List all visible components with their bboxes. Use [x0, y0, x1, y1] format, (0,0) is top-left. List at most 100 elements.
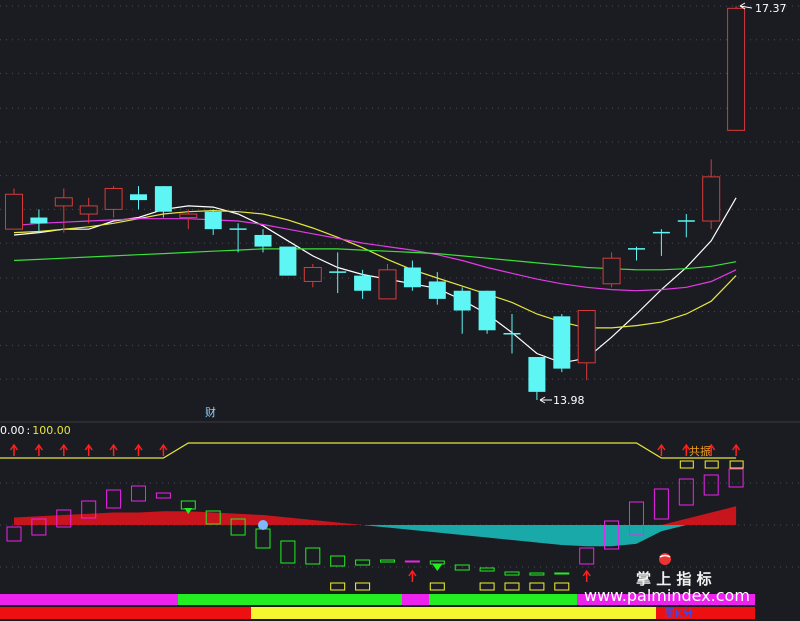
candle-8 [179, 209, 198, 230]
high-annotation: 17.37 [739, 2, 787, 15]
macd-positive-area [14, 506, 737, 525]
bottom-signal-marks [330, 564, 591, 591]
high-arrow-head [739, 2, 746, 10]
bottom-box-6 [529, 582, 545, 591]
resonance-box-1 [679, 460, 694, 469]
indicator-box-3 [56, 509, 72, 528]
candle-body-24 [577, 310, 596, 364]
bottom-box-7 [554, 582, 570, 591]
candle-body-20 [478, 290, 496, 331]
indicator-box-14 [330, 555, 346, 567]
candle-body-1 [5, 193, 23, 230]
candle-6 [130, 186, 147, 210]
candle-22 [528, 356, 546, 400]
candle-13 [303, 264, 322, 288]
candle-26 [628, 246, 645, 261]
up-arrow-head [159, 443, 168, 451]
indicator-box-18 [429, 560, 445, 565]
candle-5 [104, 186, 123, 218]
candle-body-17 [403, 267, 421, 288]
candle-20 [478, 290, 496, 334]
up-arrow-icon [59, 443, 68, 456]
indicator-range-label: 0.00:100.00 [0, 424, 71, 437]
up-arrow-head [59, 443, 68, 451]
candle-3 [54, 188, 73, 233]
candle-body-25 [602, 257, 621, 285]
candle-12 [279, 246, 297, 276]
footer-label: 周K分 [664, 607, 693, 620]
up-arrow-icon [682, 443, 691, 456]
status-bar-top-3 [402, 594, 429, 605]
high-arrow-line [739, 5, 753, 9]
indicator-boxes [6, 460, 744, 576]
footer-bars [0, 594, 755, 619]
up-arrow-icon [707, 443, 716, 456]
up-arrow-head [9, 443, 19, 451]
up-arrow-icon [657, 443, 666, 456]
status-bar-bottom-1 [0, 607, 251, 619]
candle-body-18 [428, 281, 446, 299]
ma-line-ma20 [13, 218, 737, 292]
status-bar-top-4 [429, 594, 577, 605]
up-arrow-icon [9, 443, 19, 456]
up-arrow-head [731, 443, 741, 451]
indicator-box-8 [180, 500, 196, 510]
status-bar-top-5 [577, 594, 755, 605]
candle-29 [702, 159, 721, 230]
blue-orb-icon [258, 520, 268, 530]
logo-ball-icon [659, 553, 671, 565]
indicator-box-27 [653, 488, 669, 520]
candle-body-13 [303, 267, 322, 282]
up-arrow-icon [84, 443, 93, 456]
indicator-box-24 [579, 547, 595, 565]
up-arrow-icon [134, 443, 143, 456]
moving-average-lines [13, 197, 737, 364]
status-bar-top-1 [0, 594, 178, 605]
signal-line [0, 442, 737, 459]
indicator-box-5 [106, 489, 122, 509]
candle-body-22 [528, 356, 546, 392]
bottom-box-2 [355, 582, 371, 591]
candle-24 [577, 310, 596, 381]
indicator-box-25 [604, 520, 620, 550]
up-arrow-head [109, 443, 118, 451]
resonance-box-3 [729, 460, 744, 469]
candle-15 [354, 269, 372, 299]
candle-body-3 [54, 197, 73, 207]
candle-body-12 [279, 246, 297, 276]
low-arrow-head [539, 396, 546, 404]
candle-30 [727, 6, 746, 131]
indicator-box-6 [131, 485, 146, 502]
candle-body-11 [254, 234, 272, 247]
candle-25 [602, 252, 621, 288]
indicator-box-9 [205, 510, 221, 525]
low-price-label: 13.98 [553, 394, 585, 407]
indicator-box-16 [380, 559, 395, 563]
candle-10 [229, 223, 247, 253]
indicator-box-19 [454, 564, 470, 571]
up-arrow-head [657, 443, 666, 451]
bottom-box-1 [330, 582, 346, 591]
indicator-box-20 [479, 567, 495, 572]
status-bar-bottom-2 [251, 607, 656, 619]
signal-line-path [0, 442, 737, 459]
up-arrow-head [84, 443, 93, 451]
indicator-min-value: 0.00 [0, 424, 25, 437]
candle-18 [428, 272, 446, 305]
up-arrow-icon [109, 443, 118, 456]
candle-body-15 [354, 275, 372, 291]
up-arrow-head [682, 443, 691, 451]
up-arrow-head [134, 443, 143, 451]
up-arrow-head [707, 443, 716, 451]
candle-body-6 [130, 194, 147, 201]
candle-9 [204, 209, 222, 235]
macd-negative-area [14, 525, 737, 547]
candle-body-7 [154, 186, 172, 212]
bottom-up-arrow-icon [582, 569, 591, 582]
candle-4 [79, 197, 98, 224]
macd-histogram [14, 506, 737, 547]
ma-line-ma60 [13, 248, 737, 271]
indicator-box-2 [31, 518, 47, 536]
candle-21 [503, 313, 521, 354]
